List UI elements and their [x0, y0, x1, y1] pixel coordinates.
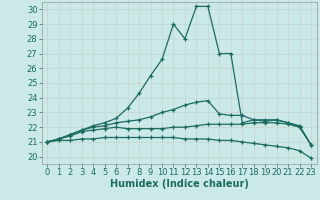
X-axis label: Humidex (Indice chaleur): Humidex (Indice chaleur)	[110, 179, 249, 189]
